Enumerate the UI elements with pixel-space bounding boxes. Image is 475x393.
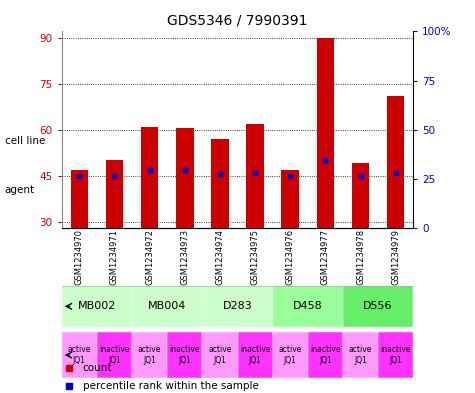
Text: inactive
JQ1: inactive JQ1: [99, 345, 130, 365]
FancyBboxPatch shape: [378, 332, 413, 378]
Text: inactive
JQ1: inactive JQ1: [380, 345, 411, 365]
FancyBboxPatch shape: [97, 332, 132, 378]
Bar: [247, 123, 264, 228]
FancyBboxPatch shape: [308, 332, 343, 378]
Text: count: count: [83, 363, 113, 373]
Text: active
JQ1: active JQ1: [208, 345, 232, 365]
Text: active
JQ1: active JQ1: [349, 345, 372, 365]
Text: percentile rank within the sample: percentile rank within the sample: [83, 381, 259, 391]
FancyBboxPatch shape: [62, 332, 97, 378]
Text: GDS5346 / 7990391: GDS5346 / 7990391: [167, 14, 308, 28]
Text: D556: D556: [363, 301, 393, 311]
Bar: [316, 38, 334, 228]
Bar: [211, 139, 228, 228]
Bar: [105, 160, 124, 228]
Bar: [281, 170, 299, 228]
FancyBboxPatch shape: [132, 286, 202, 327]
FancyBboxPatch shape: [343, 286, 413, 327]
Text: agent: agent: [5, 185, 35, 195]
Text: MB002: MB002: [78, 301, 116, 311]
Text: inactive
JQ1: inactive JQ1: [240, 345, 270, 365]
Bar: [141, 127, 158, 228]
Text: inactive
JQ1: inactive JQ1: [170, 345, 200, 365]
FancyBboxPatch shape: [238, 332, 273, 378]
FancyBboxPatch shape: [202, 286, 273, 327]
FancyBboxPatch shape: [167, 332, 202, 378]
FancyBboxPatch shape: [62, 286, 132, 327]
Text: MB004: MB004: [148, 301, 186, 311]
FancyBboxPatch shape: [273, 286, 343, 327]
Bar: [352, 163, 369, 228]
FancyBboxPatch shape: [343, 332, 378, 378]
Text: active
JQ1: active JQ1: [278, 345, 302, 365]
Bar: [71, 170, 88, 228]
Text: active
JQ1: active JQ1: [67, 345, 91, 365]
Text: active
JQ1: active JQ1: [138, 345, 162, 365]
Text: cell line: cell line: [5, 136, 45, 146]
Text: D458: D458: [293, 301, 323, 311]
Bar: [387, 96, 404, 228]
Text: inactive
JQ1: inactive JQ1: [310, 345, 341, 365]
FancyBboxPatch shape: [132, 332, 167, 378]
FancyBboxPatch shape: [202, 332, 238, 378]
Bar: [176, 128, 194, 228]
Text: D283: D283: [223, 301, 252, 311]
FancyBboxPatch shape: [273, 332, 308, 378]
